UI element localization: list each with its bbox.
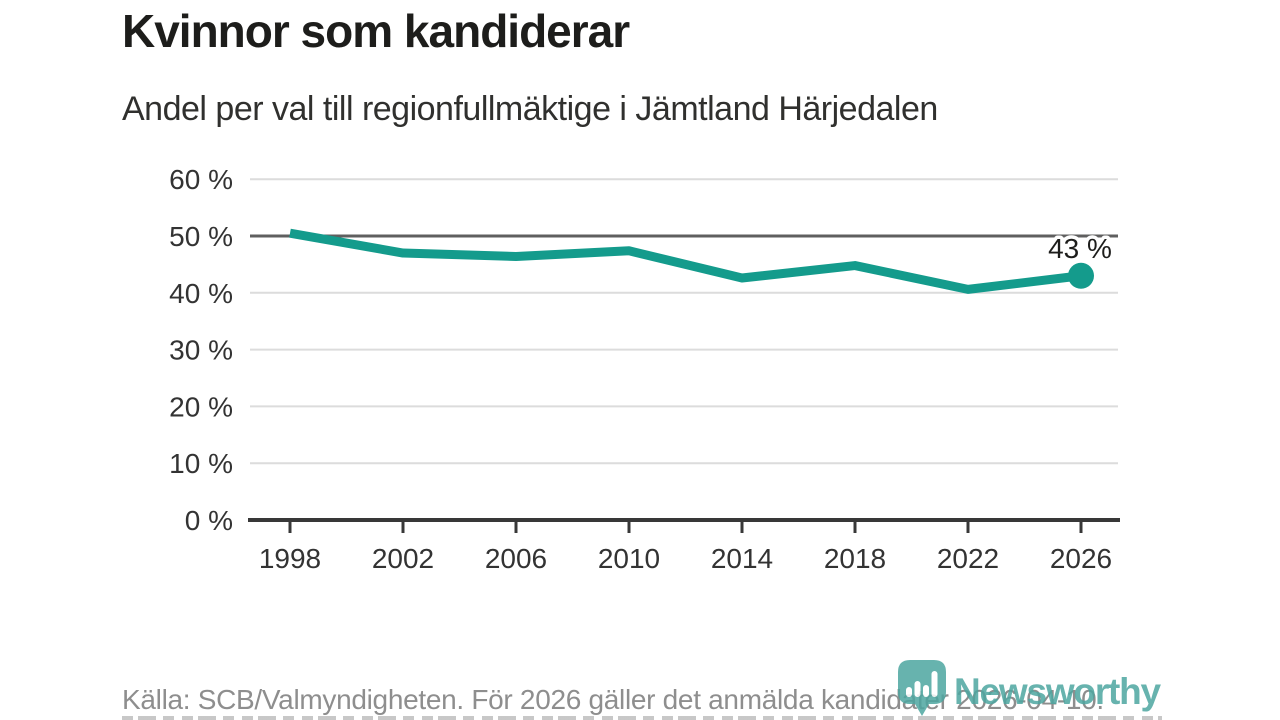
x-axis-label: 1998 <box>259 543 321 574</box>
chart-title: Kvinnor som kandiderar <box>122 5 630 57</box>
x-axis-label: 2018 <box>824 543 886 574</box>
y-axis-label: 40 % <box>169 278 233 309</box>
newsworthy-pin-barchart-icon <box>898 660 946 716</box>
y-axis-label: 10 % <box>169 448 233 479</box>
cropped-caption-row <box>122 716 1162 720</box>
line-chart: 0 % 10 % 20 % 30 % 40 % 50 % 60 % 1998 2002 2006 2… <box>169 164 1120 574</box>
data-line <box>289 228 1082 294</box>
newsworthy-logo: Newsworthy <box>898 660 1161 717</box>
y-axis-label: 50 % <box>169 221 233 252</box>
x-axis-label: 2014 <box>711 543 773 574</box>
x-axis-label: 2010 <box>598 543 660 574</box>
y-axis-label: 60 % <box>169 164 233 195</box>
x-axis-label: 2006 <box>485 543 547 574</box>
y-axis-label: 30 % <box>169 335 233 366</box>
end-point-marker <box>1068 262 1094 289</box>
y-axis-label: 0 % <box>185 505 233 536</box>
chart-subtitle: Andel per val till regionfullmäktige i J… <box>122 90 938 128</box>
y-axis-label: 20 % <box>169 391 233 422</box>
end-value-label: 43 % <box>1048 233 1112 264</box>
x-axis-label: 2002 <box>372 543 434 574</box>
x-axis-label: 2026 <box>1050 543 1112 574</box>
brand-wordmark: Newsworthy <box>954 671 1161 712</box>
x-axis-label: 2022 <box>937 543 999 574</box>
